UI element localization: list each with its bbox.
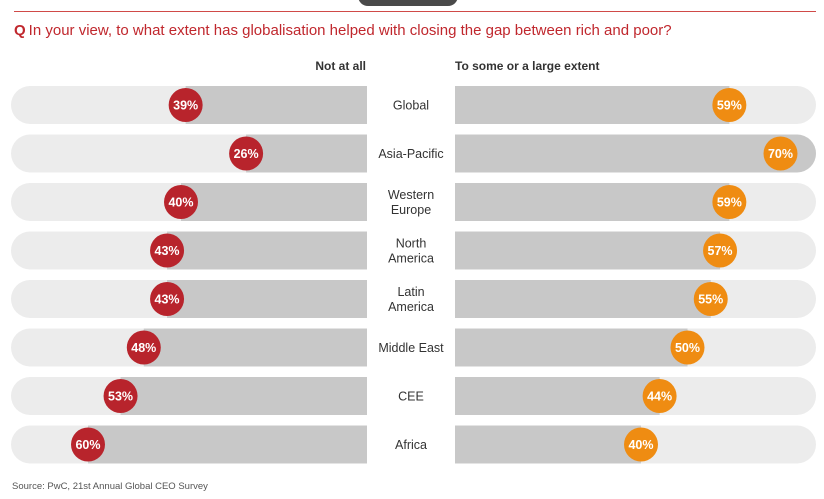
left-value-badge bbox=[168, 88, 203, 122]
right-value-label: 57% bbox=[708, 244, 733, 258]
top-divider bbox=[14, 11, 816, 12]
category-label: North America bbox=[388, 237, 434, 266]
left-value-label: 26% bbox=[234, 147, 259, 161]
left-value-badge bbox=[150, 233, 185, 268]
category-label: Middle East bbox=[378, 341, 444, 355]
left-bar bbox=[181, 183, 367, 221]
right-bar bbox=[455, 377, 660, 415]
right-value-badge bbox=[624, 427, 658, 462]
category-label-line: Europe bbox=[391, 203, 431, 217]
category-label-line: Asia-Pacific bbox=[378, 147, 443, 161]
right-bar bbox=[455, 328, 688, 367]
question-prefix: Q bbox=[14, 22, 26, 39]
left-bar bbox=[120, 377, 367, 415]
question: Q In your view, to what extent has global… bbox=[14, 22, 672, 39]
left-value-label: 40% bbox=[168, 196, 193, 210]
right-bar bbox=[455, 86, 730, 124]
left-bar bbox=[246, 134, 367, 173]
right-bar bbox=[455, 425, 641, 464]
right-value-badge bbox=[670, 330, 705, 365]
left-bar bbox=[185, 86, 367, 124]
right-value-badge bbox=[642, 379, 677, 413]
left-bar bbox=[143, 328, 367, 367]
right-value-label: 70% bbox=[768, 147, 793, 161]
right-value-label: 59% bbox=[717, 99, 742, 113]
category-label: Global bbox=[393, 99, 429, 113]
left-value-label: 53% bbox=[108, 390, 133, 404]
right-value-label: 40% bbox=[628, 438, 653, 452]
category-label-line: CEE bbox=[398, 390, 424, 404]
question-text: In your view, to what extent has globali… bbox=[28, 22, 672, 39]
left-value-label: 43% bbox=[155, 244, 180, 258]
left-value-badge bbox=[126, 330, 161, 365]
left-value-label: 39% bbox=[173, 99, 198, 113]
category-label-line: America bbox=[388, 300, 434, 314]
right-bar bbox=[455, 280, 711, 318]
category-label-line: America bbox=[388, 252, 434, 266]
left-value-badge bbox=[103, 379, 138, 413]
right-bar bbox=[455, 134, 816, 173]
right-value-label: 50% bbox=[675, 341, 700, 355]
category-label: Africa bbox=[395, 438, 427, 452]
legend-not-at-all: Not at all bbox=[315, 59, 366, 73]
right-value-badge bbox=[703, 233, 738, 268]
category-label: Asia-Pacific bbox=[378, 147, 443, 161]
right-bar bbox=[455, 231, 721, 270]
category-label: Western Europe bbox=[388, 188, 434, 217]
left-value-badge bbox=[229, 136, 264, 171]
right-value-label: 55% bbox=[698, 293, 723, 307]
source-note: Source: PwC, 21st Annual Global CEO Surv… bbox=[12, 481, 208, 492]
left-value-badge bbox=[71, 427, 105, 462]
left-bar bbox=[167, 231, 367, 270]
category-label-line: Western bbox=[388, 188, 434, 202]
right-value-label: 59% bbox=[717, 196, 742, 210]
right-value-badge bbox=[712, 185, 747, 219]
left-value-badge bbox=[150, 282, 185, 316]
left-bar bbox=[167, 280, 367, 318]
left-value-label: 48% bbox=[131, 341, 156, 355]
left-value-badge bbox=[164, 185, 198, 219]
right-value-badge bbox=[693, 282, 728, 316]
category-label-line: Middle East bbox=[378, 341, 444, 355]
right-value-badge bbox=[712, 88, 747, 122]
left-value-label: 43% bbox=[155, 293, 180, 307]
category-label-line: North bbox=[396, 237, 427, 251]
right-value-badge bbox=[763, 136, 798, 171]
category-label: Latin America bbox=[388, 285, 434, 314]
category-label-line: Africa bbox=[395, 438, 427, 452]
category-label: CEE bbox=[398, 390, 424, 404]
right-bar bbox=[455, 183, 730, 221]
category-label-line: Latin bbox=[397, 285, 424, 299]
left-value-label: 60% bbox=[75, 438, 100, 452]
category-label-line: Global bbox=[393, 99, 429, 113]
left-bar bbox=[88, 425, 367, 464]
title-banner-edge bbox=[358, 0, 458, 6]
legend-some-or-large-extent: To some or a large extent bbox=[455, 59, 600, 73]
right-value-label: 44% bbox=[647, 390, 672, 404]
